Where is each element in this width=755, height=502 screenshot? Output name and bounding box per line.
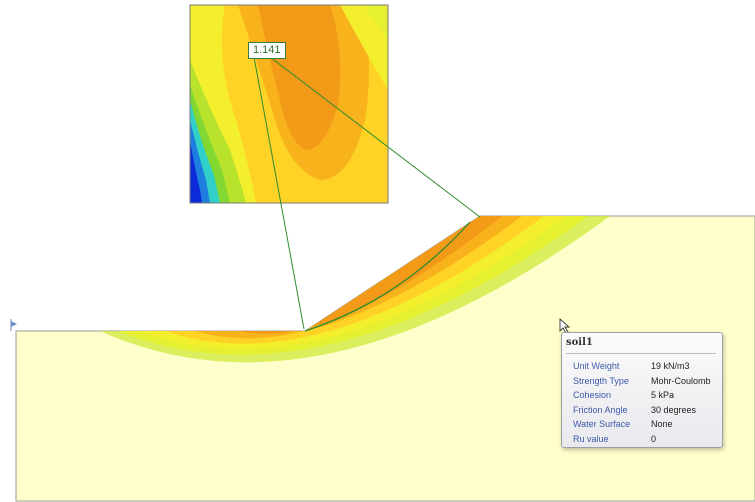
tooltip-row-friction-angle: Friction Angle 30 degrees [562,403,722,417]
axis-arrow-icon [10,319,17,331]
tooltip-key: Ru value [573,434,609,444]
tooltip-row-strength-type: Strength Type Mohr-Coulomb [562,374,722,388]
tooltip-row-cohesion: Cohesion 5 kPa [562,388,722,402]
tooltip-title: soil1 [566,337,593,348]
factor-of-safety-label[interactable]: 1.141 [248,42,286,59]
tooltip-value: None [651,419,673,429]
critical-slip-surface[interactable] [304,221,471,332]
tooltip-key: Friction Angle [573,405,628,415]
tooltip-divider [566,353,716,354]
tooltip-value: 5 kPa [651,390,675,400]
zoom-inset [189,4,389,204]
leader-line-right [269,56,481,218]
tooltip-value: Mohr-Coulomb [651,376,711,386]
tooltip-key: Water Surface [573,419,631,429]
tooltip-key: Cohesion [573,390,612,400]
tooltip-key: Strength Type [573,376,629,386]
tooltip-row-water-surface: Water Surface None [562,417,722,431]
safety-factor-contours [100,216,610,363]
tooltip-value: 19 kN/m3 [651,361,690,371]
tooltip-value: 30 degrees [651,405,697,415]
tooltip-value: 0 [651,434,657,444]
leader-line-left [253,56,305,330]
tooltip-row-unit-weight: Unit Weight 19 kN/m3 [562,359,722,373]
material-tooltip: soil1 Unit Weight 19 kN/m3 Strength Type… [561,332,723,448]
tooltip-key: Unit Weight [573,361,620,371]
tooltip-row-ru-value: Ru value 0 [562,432,722,446]
